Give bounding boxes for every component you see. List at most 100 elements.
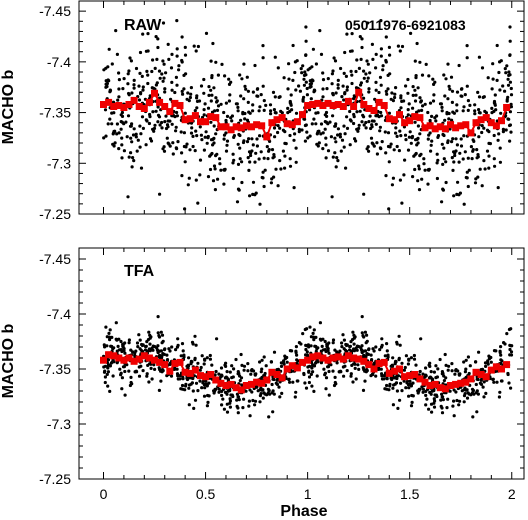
- data-point: [458, 151, 462, 155]
- data-point: [276, 184, 280, 188]
- data-point: [386, 87, 390, 91]
- binned-point: [140, 105, 148, 112]
- data-point: [492, 99, 497, 104]
- data-point: [329, 135, 333, 139]
- data-point: [134, 66, 139, 71]
- binned-point: [299, 111, 306, 119]
- data-point: [404, 386, 408, 390]
- data-point: [430, 410, 434, 414]
- binned-point: [431, 380, 439, 388]
- data-point: [360, 331, 364, 335]
- data-point: [209, 88, 213, 92]
- binned-point: [135, 355, 143, 363]
- data-point: [314, 349, 318, 353]
- data-point: [321, 147, 325, 151]
- binned-point: [329, 354, 337, 362]
- data-point: [457, 63, 461, 68]
- data-point: [193, 358, 197, 362]
- data-point: [248, 160, 252, 164]
- data-point: [160, 341, 164, 345]
- data-point: [309, 81, 314, 86]
- data-point: [108, 338, 112, 342]
- data-point: [227, 99, 231, 103]
- data-point: [158, 367, 162, 372]
- data-point: [430, 114, 434, 118]
- data-point: [369, 126, 373, 131]
- data-point: [375, 141, 379, 145]
- data-point: [343, 92, 347, 96]
- data-point: [104, 325, 108, 329]
- binned-point: [217, 123, 225, 131]
- data-point: [190, 381, 194, 385]
- data-point: [471, 148, 475, 152]
- data-point: [216, 177, 220, 181]
- binned-point: [181, 368, 189, 376]
- data-point: [114, 29, 118, 33]
- data-point: [418, 60, 422, 64]
- binned-point: [447, 121, 454, 129]
- data-point: [241, 110, 245, 115]
- data-point: [355, 344, 359, 348]
- data-point: [434, 364, 438, 368]
- data-point: [428, 390, 432, 394]
- data-point: [174, 348, 178, 352]
- data-point: [194, 381, 199, 385]
- data-point: [160, 72, 164, 76]
- binned-point: [492, 122, 500, 130]
- binned-point: [186, 115, 194, 123]
- data-point: [420, 177, 424, 181]
- data-point: [108, 328, 112, 332]
- binned-point: [370, 107, 378, 114]
- data-point: [192, 406, 196, 410]
- data-point: [279, 361, 283, 365]
- data-point: [403, 133, 408, 137]
- data-point: [179, 354, 183, 358]
- binned-point: [176, 102, 184, 109]
- binned-point: [319, 102, 327, 109]
- data-point: [116, 98, 120, 102]
- data-point: [181, 92, 185, 96]
- data-point: [448, 389, 452, 393]
- data-point: [478, 167, 482, 171]
- data-point: [430, 389, 434, 393]
- data-point: [236, 109, 240, 113]
- data-point: [169, 66, 174, 70]
- data-point: [326, 77, 330, 81]
- data-point: [424, 403, 428, 407]
- data-point: [316, 111, 320, 115]
- data-point: [291, 380, 295, 384]
- data-point: [214, 96, 218, 100]
- data-point: [363, 379, 367, 383]
- data-point: [197, 99, 202, 103]
- data-point: [394, 126, 398, 130]
- data-point: [446, 397, 450, 401]
- data-point: [267, 415, 271, 419]
- data-point: [115, 122, 119, 126]
- binned-point: [212, 114, 220, 122]
- data-point: [144, 118, 148, 122]
- data-point: [453, 372, 457, 376]
- data-point: [377, 367, 381, 371]
- binned-point: [242, 122, 250, 130]
- data-point: [406, 77, 410, 82]
- binned-point: [176, 358, 184, 366]
- data-point: [385, 342, 389, 346]
- data-point: [385, 387, 389, 391]
- data-point: [161, 79, 165, 83]
- data-point: [509, 344, 513, 348]
- data-point: [423, 102, 427, 106]
- data-point: [129, 59, 133, 63]
- data-point: [284, 142, 288, 146]
- data-point: [509, 102, 513, 106]
- data-point: [455, 103, 459, 107]
- data-point: [320, 344, 324, 348]
- data-point: [147, 380, 151, 384]
- data-point: [492, 380, 496, 384]
- data-point: [123, 369, 127, 374]
- data-point: [261, 84, 265, 88]
- data-point: [307, 380, 311, 385]
- data-point: [131, 156, 135, 160]
- binned-point: [492, 363, 500, 371]
- data-point: [344, 74, 348, 78]
- data-point: [399, 381, 403, 385]
